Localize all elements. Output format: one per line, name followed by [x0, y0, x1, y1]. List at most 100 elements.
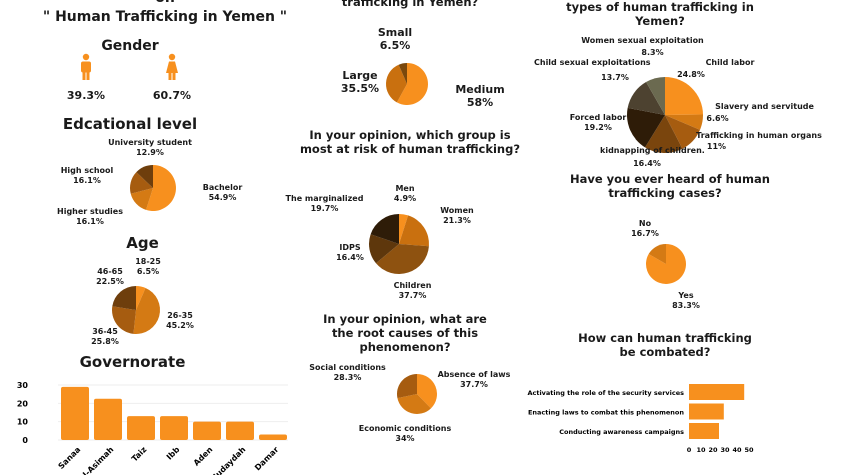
header-line1: on — [130, 0, 200, 7]
heard-title: Have you ever heard of human trafficking … — [570, 172, 770, 200]
pie-label: The marginalized 19.7% — [285, 194, 364, 213]
education-pie — [130, 165, 176, 211]
pie-label: Bachelor 54.9% — [202, 183, 243, 202]
pie-slice-no — [648, 244, 666, 264]
pie-label: 6.6% — [706, 114, 729, 123]
x-tick-label: 0 — [687, 446, 692, 454]
pie-slice-higher-studies — [130, 188, 153, 210]
types-pie — [627, 77, 703, 153]
pie-slice-medium — [396, 63, 428, 105]
pie-slice-men — [399, 214, 409, 244]
pie-label: University student 12.9% — [108, 138, 192, 157]
x-tick-label: 50 — [744, 446, 754, 454]
y-category-label: Enacting laws to combat this phenomenon — [528, 409, 684, 417]
types-title: types of human trafficking in Yemen? — [566, 0, 754, 28]
pie-label: 26-35 45.2% — [166, 311, 194, 330]
pie-label: kidnapping of children. — [600, 146, 705, 155]
perception-pie — [386, 63, 428, 105]
pie-label: Women sexual exploitation — [581, 36, 704, 45]
pie-slice-idps — [369, 234, 399, 264]
bar-combat-option — [689, 403, 724, 420]
pie-slice-trafficking-in-human-organs — [665, 115, 700, 149]
pie-label: 46-65 22.5% — [96, 267, 124, 286]
pie-slice-women — [399, 215, 429, 247]
pie-slice-children — [376, 244, 429, 274]
pie-slice-child-labor — [665, 77, 703, 115]
pie-label: Higher studies 16.1% — [57, 207, 123, 226]
pie-slice-kidnapping-of-children- — [645, 115, 683, 153]
y-tick-label: 30 — [17, 381, 29, 390]
perception-title: trafficking in Yemen? — [341, 0, 479, 9]
bar-ibb — [160, 416, 188, 440]
pie-slice-large — [386, 64, 407, 103]
pie-label: Men 4.9% — [393, 184, 417, 203]
pie-slice-small — [398, 63, 407, 84]
pie-slice-bachelor — [146, 165, 176, 211]
pie-slice-university-student — [136, 165, 153, 188]
combat-title: How can human trafficking be combated? — [578, 331, 752, 359]
pie-label: 36-45 25.8% — [91, 327, 119, 346]
pie-label: Trafficking in human organs — [696, 131, 822, 140]
x-tick-label: 40 — [732, 446, 742, 454]
root-causes-pie — [397, 374, 437, 414]
age-pie — [112, 286, 160, 334]
governorate-title: Governorate — [79, 353, 186, 371]
gender-title: Gender — [101, 38, 159, 54]
pie-label: Large 35.5% — [340, 69, 380, 96]
y-category-label: Activating the role of the security serv… — [527, 389, 684, 397]
bar-damar — [259, 434, 287, 440]
page-title: " Human Trafficking in Yemen " — [42, 9, 288, 25]
pie-label: 16.4% — [633, 159, 661, 168]
pie-slice-social-conditions — [397, 374, 417, 399]
age-title: Age — [126, 234, 159, 252]
heard-pie — [646, 244, 686, 284]
pie-slice-women-sexual-exploitation — [646, 77, 665, 115]
male-percentage: 39.3% — [66, 89, 106, 102]
pie-label: Women 21.3% — [440, 206, 474, 225]
pie-slice-26-35 — [133, 287, 160, 334]
root-causes-title: In your opinion, what are the root causes… — [323, 312, 487, 354]
y-tick-label: 10 — [17, 418, 29, 427]
pie-slice-absence-of-laws — [417, 374, 437, 409]
pie-label: Yes 83.3% — [672, 291, 700, 310]
pie-label: 13.7% — [601, 73, 629, 82]
bar-combat-option — [689, 384, 745, 400]
pie-slice-high-school — [130, 172, 153, 194]
bar-sanaa — [61, 386, 89, 440]
female-percentage: 60.7% — [152, 89, 192, 102]
pie-label: 11% — [706, 142, 727, 151]
pie-label: No 16.7% — [631, 219, 659, 238]
bar-hudaydah — [226, 421, 254, 440]
pie-slice-forced-labor — [627, 107, 665, 148]
pie-slice-46-65 — [112, 286, 136, 310]
risk-group-pie — [369, 214, 429, 274]
y-category-label: Conducting awareness campaigns — [559, 428, 684, 436]
x-tick-label: 20 — [708, 446, 718, 454]
y-tick-label: 0 — [22, 436, 28, 445]
pie-label: Child sexual exploitations — [534, 58, 651, 67]
pie-slice-economic-conditions — [397, 394, 431, 414]
pie-slice-the-marginalized — [370, 214, 399, 244]
risk-group-title: In your opinion, which group is most at r… — [299, 128, 521, 156]
pie-label: Children 37.7% — [393, 281, 432, 300]
x-tick-label: 10 — [696, 446, 706, 454]
male-icon — [81, 53, 91, 80]
bar-combat-option — [689, 423, 719, 439]
female-icon — [166, 53, 178, 80]
pie-label: Forced labor 19.2% — [569, 113, 627, 132]
y-tick-label: 20 — [17, 399, 29, 408]
pie-label: Small 6.5% — [377, 26, 413, 53]
pie-label: 8.3% — [641, 48, 664, 57]
pie-label: Child labor — [705, 58, 755, 67]
pie-slice-18-25 — [136, 286, 146, 310]
pie-label: Social conditions 28.3% — [309, 363, 386, 382]
pie-slice-slavery-and-servitude — [665, 114, 703, 130]
x-tick-label: 30 — [720, 446, 730, 454]
pie-label: High school 16.1% — [60, 166, 114, 185]
bar-aden — [193, 421, 221, 440]
pie-label: Slavery and servitude — [715, 102, 814, 111]
pie-label: IDPS 16.4% — [336, 243, 364, 262]
bar-al-asimah — [94, 398, 122, 440]
